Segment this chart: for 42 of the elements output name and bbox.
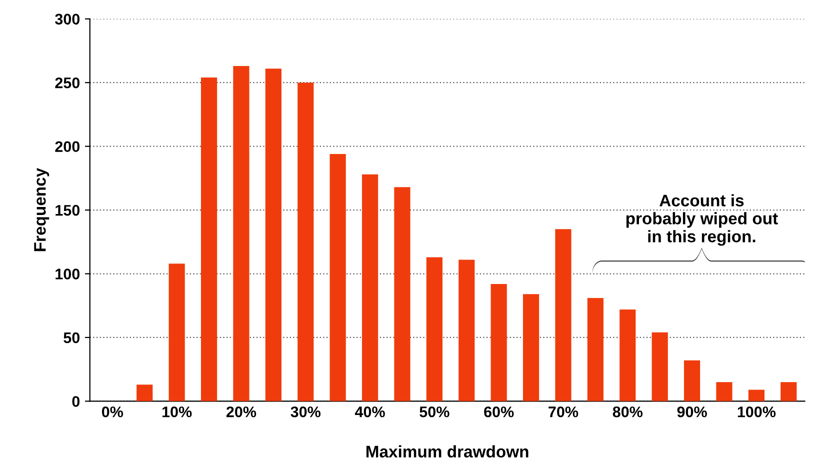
bar: [522, 294, 540, 402]
y-tick-label: 100: [56, 268, 80, 280]
bar: [490, 284, 507, 402]
y-tick-label: 150: [56, 204, 80, 216]
bar: [136, 384, 153, 402]
y-tick-label: 300: [55, 14, 80, 25]
x-tick-label: 70%: [548, 406, 578, 418]
bar: [394, 187, 410, 402]
bar: [426, 257, 442, 402]
bar: [265, 68, 282, 402]
y-axis-title: Frequency: [34, 168, 50, 252]
bar: [168, 264, 185, 402]
x-tick-label: 20%: [226, 406, 256, 418]
bar: [716, 382, 732, 402]
y-tick-label: 0: [72, 396, 80, 407]
x-tick-label: 30%: [290, 406, 321, 418]
x-tick-label: 80%: [612, 406, 643, 418]
x-tick-label: 40%: [354, 406, 385, 418]
x-tick-label: 90%: [677, 406, 707, 418]
bar: [362, 174, 378, 402]
x-tick-label: 60%: [484, 406, 514, 418]
annotation: Account is probably wiped out in this region.: [626, 194, 778, 246]
bar: [555, 229, 572, 402]
x-tick-label: 10%: [162, 406, 192, 418]
bar: [330, 154, 346, 402]
y-tick-label: 250: [55, 77, 80, 88]
y-tick-label: 50: [64, 332, 80, 344]
bar: [233, 66, 250, 402]
bar: [652, 332, 668, 402]
x-axis-title: Maximum drawdown: [366, 445, 528, 458]
bar: [780, 382, 797, 402]
bar: [587, 298, 604, 402]
bar: [200, 78, 218, 402]
bar: [748, 390, 764, 402]
bar: [684, 360, 700, 402]
bar: [298, 82, 314, 402]
x-tick-label: 50%: [420, 406, 450, 418]
bar: [620, 309, 636, 402]
x-tick-label: 100%: [738, 406, 776, 418]
x-tick-label: 0%: [102, 406, 124, 418]
y-tick-label: 200: [55, 141, 80, 152]
bar: [458, 260, 475, 402]
